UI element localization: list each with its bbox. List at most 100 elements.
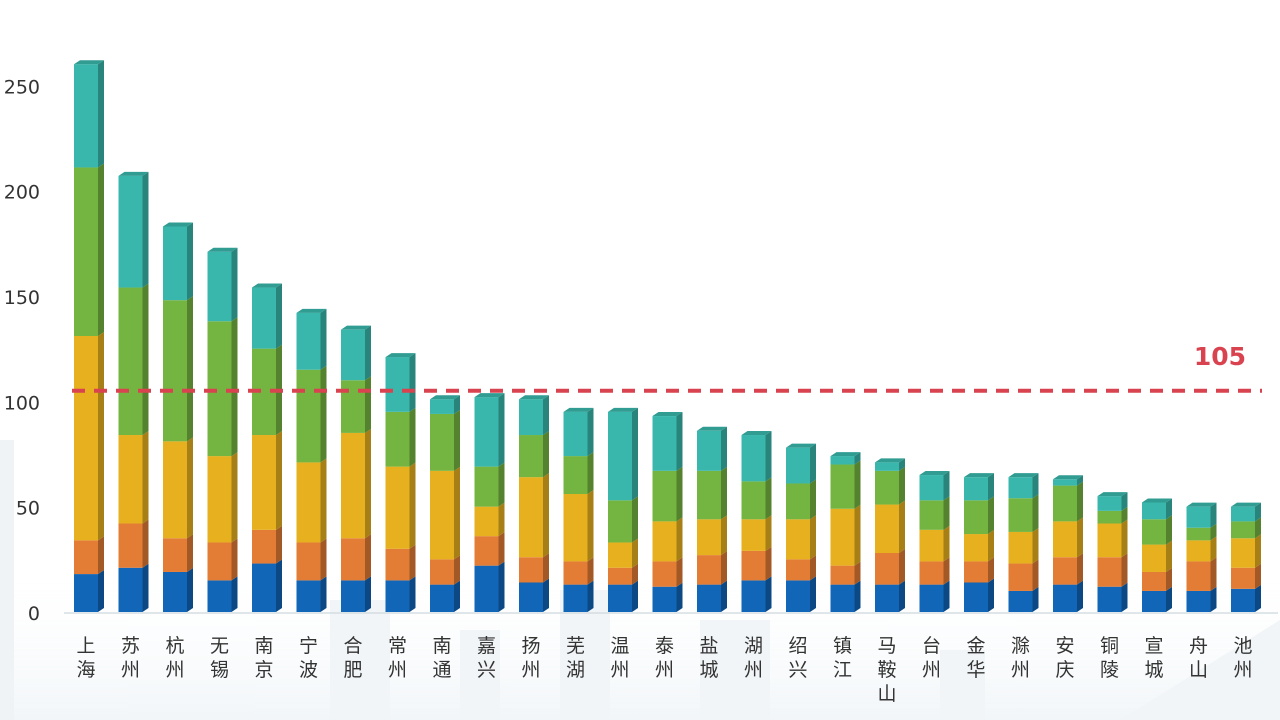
bar-segment[interactable] <box>74 570 104 612</box>
bar-segment[interactable] <box>608 407 638 501</box>
bar-segment[interactable] <box>875 466 905 505</box>
bar-segment[interactable] <box>252 525 282 564</box>
bar-segment[interactable] <box>919 580 950 612</box>
bar-segment[interactable] <box>652 466 683 522</box>
bar-segment[interactable] <box>1097 506 1128 524</box>
bar-segment[interactable] <box>430 395 460 414</box>
bar-segment[interactable] <box>786 576 816 612</box>
bar-segment[interactable] <box>563 490 594 562</box>
bar-segment[interactable] <box>474 393 505 467</box>
bar-segment[interactable] <box>875 580 905 612</box>
bar-segment[interactable] <box>1053 580 1083 612</box>
bar-segment[interactable] <box>207 317 238 457</box>
bar-segment[interactable] <box>207 538 238 581</box>
bar-segment[interactable] <box>1008 494 1039 532</box>
bar-segment[interactable] <box>385 576 416 612</box>
bar-segment[interactable] <box>1097 553 1128 587</box>
bar-segment[interactable] <box>1186 502 1217 528</box>
bar-segment[interactable] <box>1231 502 1261 522</box>
bar-segment[interactable] <box>563 407 594 457</box>
bar-segment[interactable] <box>385 353 416 412</box>
bar-segment[interactable] <box>474 561 505 612</box>
bar-segment[interactable] <box>652 517 683 562</box>
bar-segment[interactable] <box>964 578 994 612</box>
bar-segment[interactable] <box>296 458 327 543</box>
bar-segment[interactable] <box>875 458 905 471</box>
bar-segment[interactable] <box>608 580 638 612</box>
bar-segment[interactable] <box>1053 517 1083 558</box>
bar-segment[interactable] <box>741 515 772 551</box>
bar-segment[interactable] <box>1186 586 1217 612</box>
bar-segment[interactable] <box>1008 473 1039 499</box>
bar-segment[interactable] <box>608 563 638 585</box>
bar-segment[interactable] <box>964 496 994 535</box>
bar-segment[interactable] <box>118 283 149 436</box>
bar-segment[interactable] <box>875 549 905 585</box>
bar-segment[interactable] <box>1142 567 1172 591</box>
bar-segment[interactable] <box>1231 534 1261 568</box>
bar-segment[interactable] <box>252 283 282 349</box>
bar-segment[interactable] <box>1097 582 1128 612</box>
bar-segment[interactable] <box>1186 523 1217 541</box>
bar-segment[interactable] <box>741 576 772 612</box>
bar-segment[interactable] <box>1231 584 1261 612</box>
bar-segment[interactable] <box>341 428 371 539</box>
bar-segment[interactable] <box>207 452 238 543</box>
bar-segment[interactable] <box>519 578 549 612</box>
bar-segment[interactable] <box>163 296 193 442</box>
bar-segment[interactable] <box>1142 540 1172 572</box>
bar-segment[interactable] <box>519 395 549 436</box>
bar-segment[interactable] <box>964 473 994 501</box>
bar-segment[interactable] <box>697 426 727 471</box>
bar-segment[interactable] <box>1053 481 1083 522</box>
bar-segment[interactable] <box>474 462 505 507</box>
bar-segment[interactable] <box>341 576 371 612</box>
bar-segment[interactable] <box>919 525 950 562</box>
bar-segment[interactable] <box>1097 492 1128 511</box>
bar-segment[interactable] <box>252 559 282 612</box>
bar-segment[interactable] <box>919 557 950 585</box>
bar-segment[interactable] <box>296 576 327 612</box>
bar-segment[interactable] <box>385 407 416 467</box>
bar-segment[interactable] <box>163 222 193 301</box>
bar-segment[interactable] <box>608 538 638 568</box>
bar-segment[interactable] <box>563 452 594 495</box>
bar-segment[interactable] <box>1142 515 1172 545</box>
bar-segment[interactable] <box>118 519 149 568</box>
bar-segment[interactable] <box>875 500 905 554</box>
bar-segment[interactable] <box>1097 519 1128 558</box>
bar-segment[interactable] <box>430 580 460 612</box>
bar-segment[interactable] <box>430 466 460 560</box>
bar-segment[interactable] <box>430 409 460 471</box>
bar-segment[interactable] <box>1008 559 1039 591</box>
bar-segment[interactable] <box>430 555 460 585</box>
bar-segment[interactable] <box>741 546 772 581</box>
bar-segment[interactable] <box>830 460 861 509</box>
bar-segment[interactable] <box>207 576 238 612</box>
bar-segment[interactable] <box>830 561 861 585</box>
bar-segment[interactable] <box>118 171 149 288</box>
bar-segment[interactable] <box>786 479 816 520</box>
bar-segment[interactable] <box>786 555 816 581</box>
bar-segment[interactable] <box>1142 586 1172 612</box>
bar-segment[interactable] <box>519 553 549 583</box>
bar-segment[interactable] <box>341 376 371 433</box>
bar-segment[interactable] <box>919 496 950 530</box>
bar-segment[interactable] <box>118 563 149 612</box>
bar-segment[interactable] <box>341 325 371 381</box>
bar-segment[interactable] <box>296 365 327 463</box>
bar-segment[interactable] <box>74 60 104 168</box>
bar-segment[interactable] <box>697 515 727 556</box>
bar-segment[interactable] <box>741 477 772 520</box>
bar-segment[interactable] <box>1053 553 1083 585</box>
bar-segment[interactable] <box>830 452 861 465</box>
bar-segment[interactable] <box>786 515 816 560</box>
bar-segment[interactable] <box>1142 498 1172 520</box>
bar-segment[interactable] <box>519 473 549 558</box>
bar-segment[interactable] <box>563 580 594 612</box>
bar-segment[interactable] <box>341 534 371 581</box>
bar-segment[interactable] <box>1186 536 1217 562</box>
bar-segment[interactable] <box>652 412 683 471</box>
bar-segment[interactable] <box>474 532 505 566</box>
bar-segment[interactable] <box>1008 586 1039 612</box>
